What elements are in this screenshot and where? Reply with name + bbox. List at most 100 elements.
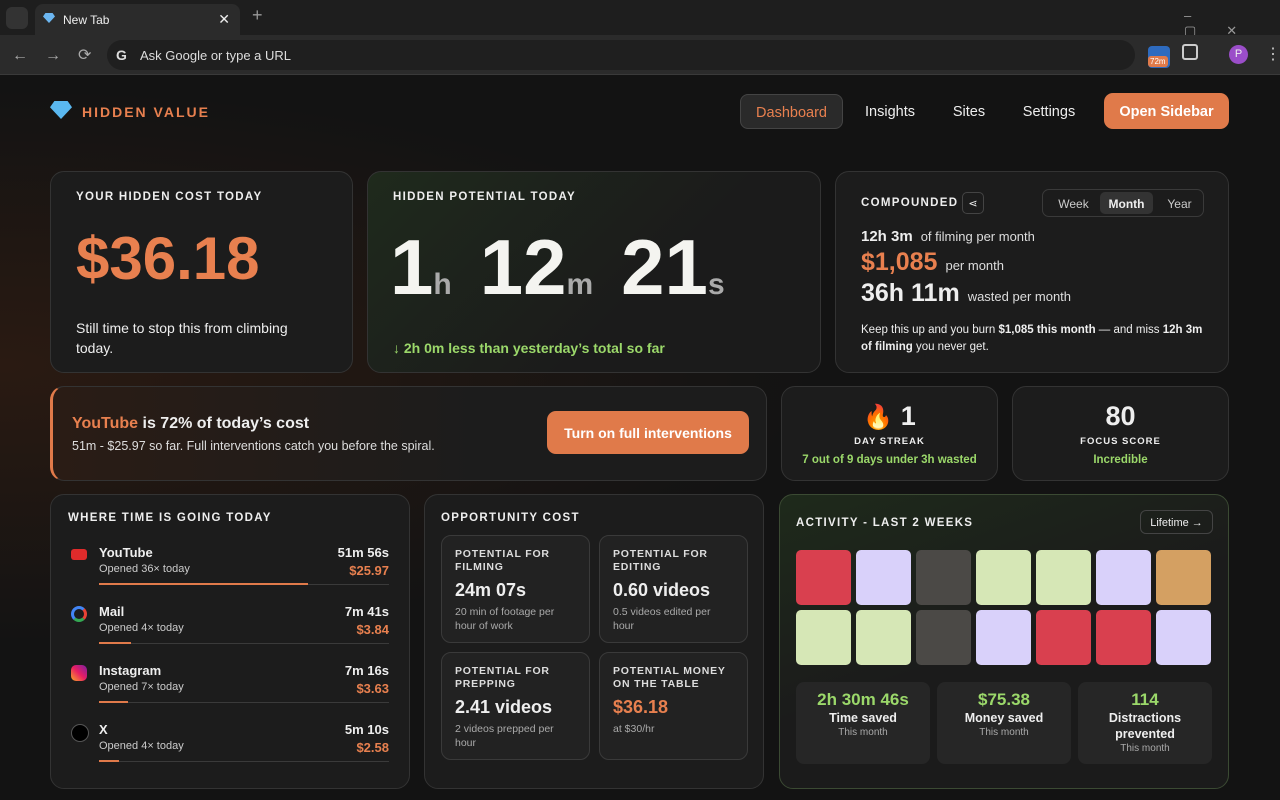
time-unit: h [433,268,452,301]
site-cost: $3.63 [356,681,389,696]
time-unit: s [707,268,725,301]
summary-part: — and miss [1095,324,1163,336]
nav-item[interactable]: Settings [1022,104,1076,120]
opportunity-note: 20 min of footage per hour of work [455,606,555,632]
opportunity-label: POTENTIAL FOR EDITING [613,548,708,573]
compounded-label: COMPOUNDED [861,197,959,209]
alert-headline: is 72% of today’s cost [138,415,310,432]
compounded-text: of filming per month [920,229,1035,244]
streak-value: 1 [900,401,916,431]
site-cost: $2.58 [356,740,389,755]
period-tab[interactable]: Week [1058,197,1089,211]
activity-cell [796,550,851,605]
window-controls[interactable]: –▢✕ [1184,8,1268,38]
share-bg [99,702,389,703]
tab-close[interactable]: ✕ [218,11,230,27]
address-bar[interactable]: Ask Google or type a URL G [107,40,1135,70]
opportunity-value: 2.41 videos [455,697,553,717]
tab-menu[interactable] [6,7,28,29]
site-row: X Opened 4× today 5m 10s $2.58 [71,722,389,774]
share-track [99,583,389,585]
extension[interactable]: 72m [1148,46,1170,68]
nav-item[interactable]: Insights [865,104,915,120]
summary-part: you never get. [912,341,989,353]
opportunity-cell: POTENTIAL MONEY ON THE TABLE $36.18 at $30… [599,652,748,760]
share-bar [99,583,308,585]
activity-cell [916,550,971,605]
site-icon [71,665,87,681]
opportunity-value: 0.60 videos [613,580,711,600]
streak-card: 🔥 1 DAY STREAK 7 out of 9 days under 3h … [781,386,998,481]
site-opened: Opened 36× today [99,563,190,575]
opportunity-note: at $30/hr [613,723,655,735]
compounded-line: 36h 11m wasted per month [861,279,1071,308]
site-cost: $3.84 [356,622,389,637]
compounded-card: COMPOUNDED ⋖ Week Month Year 12h 3m of film… [835,171,1229,373]
opportunity-title: OPPORTUNITY COST [441,512,580,524]
stat-label: Time saved [829,711,897,725]
new-tab[interactable]: + [252,5,263,25]
site-opened: Opened 4× today [99,740,184,752]
potential-card: HIDDEN POTENTIAL TODAY 1h 12m 21s ↓ 2h 0m … [367,171,821,373]
stat-note: This month [1120,743,1170,754]
alert-site: YouTube [72,415,139,432]
time-value: 21 [621,223,708,311]
compounded-value: 36h 11m [861,279,960,307]
opportunity-cell: POTENTIAL FOR EDITING 0.60 videos 0.5 vide… [599,535,748,643]
period-tab[interactable]: Year [1167,197,1192,211]
streak-label: DAY STREAK [854,436,925,447]
period-tab[interactable]: Month [1100,192,1153,214]
activity-cell [1096,550,1151,605]
nav-item[interactable]: Sites [952,104,986,120]
site-time: 7m 41s [344,604,389,619]
stat-tile: $75.38 Money saved This month [937,682,1071,764]
site-icon [71,606,87,622]
share-track [99,642,389,644]
activity-cell [1156,550,1211,605]
opportunity-cell: POTENTIAL FOR FILMING 24m 07s 20 min of fo… [441,535,590,643]
site-row: YouTube Opened 36× today 51m 56s $25.97 [71,545,389,597]
opportunity-card: OPPORTUNITY COST POTENTIAL FOR FILMING 24… [424,494,764,789]
stat-note: This month [838,727,888,738]
activity-cell [976,610,1031,665]
activity-cell [976,550,1031,605]
flame: 🔥 [863,404,894,431]
opportunity-cell: POTENTIAL FOR PREPPING 2.41 videos 2 video… [441,652,590,760]
cost-label: YOUR HIDDEN COST TODAY [76,191,263,203]
site-icon [71,724,89,742]
opportunity-label: POTENTIAL FOR PREPPING [455,665,550,690]
summary-part: $1,085 this month [998,324,1096,336]
stat-note: This month [979,727,1029,738]
stat-value: $75.38 [978,690,1030,709]
activity-cell [1096,610,1151,665]
share[interactable]: ⋖ [962,192,984,214]
compounded-line: 12h 3m of filming per month [861,228,1071,246]
site-time: 5m 10s [344,722,389,737]
open-sidebar[interactable]: Open Sidebar [1104,93,1229,129]
site-icon [71,549,87,560]
opportunity-label: POTENTIAL MONEY ON THE TABLE [613,665,726,690]
tab[interactable]: New Tab ✕ [35,4,240,35]
profile[interactable]: P [1229,45,1248,64]
site-name: X [99,722,108,737]
lifetime-button[interactable]: Lifetime → [1140,510,1213,534]
where-card: WHERE TIME IS GOING TODAY YouTube Opened … [50,494,410,789]
cost-amount: $36.18 [76,225,260,292]
share-bg [99,761,389,762]
stat-label: Distractions prevented [1108,711,1182,741]
compounded-summary: Keep this up and you burn $1,085 this mo… [861,322,1211,356]
opportunity-value: 24m 07s [455,580,527,600]
activity-title: ACTIVITY - LAST 2 WEEKS [796,517,974,529]
share-bar [99,701,128,703]
site-time: 51m 56s [337,545,389,560]
extensions[interactable] [1182,44,1198,60]
nav-buttons[interactable]: ←→⟳ [12,47,109,64]
time-value: 12 [479,223,567,311]
where-title: WHERE TIME IS GOING TODAY [68,512,272,524]
menu[interactable]: ⋮ [1265,46,1280,63]
interventions-button[interactable]: Turn on full interventions [547,411,749,454]
site-name: Mail [99,604,125,619]
site-opened: Opened 4× today [99,622,184,634]
site-cost: $25.97 [349,563,389,578]
nav-item[interactable]: Dashboard [740,94,843,129]
